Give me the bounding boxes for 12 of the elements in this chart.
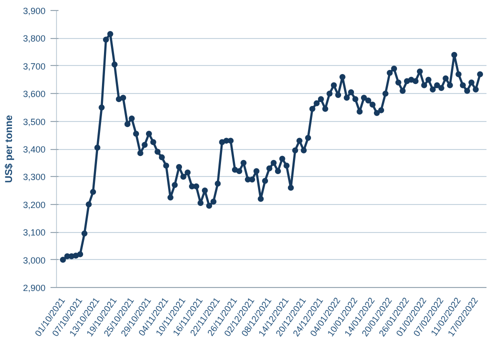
y-tick-label: 2,900 — [22, 283, 46, 293]
y-tick-label: 3,800 — [22, 34, 46, 44]
y-tick-label: 3,300 — [22, 172, 46, 182]
y-tick-label: 3,000 — [22, 255, 46, 266]
y-tick-label: 3,400 — [22, 144, 46, 154]
y-axis-title: US$ per tonne — [4, 114, 15, 183]
y-tick-label: 3,600 — [22, 89, 46, 100]
y-tick-label: 3,100 — [22, 228, 46, 238]
y-tick-label: 3,500 — [22, 116, 46, 127]
y-tick-label: 3,700 — [22, 61, 46, 72]
y-tick-label: 3,900 — [22, 6, 46, 16]
y-tick-label: 3,200 — [22, 200, 46, 210]
